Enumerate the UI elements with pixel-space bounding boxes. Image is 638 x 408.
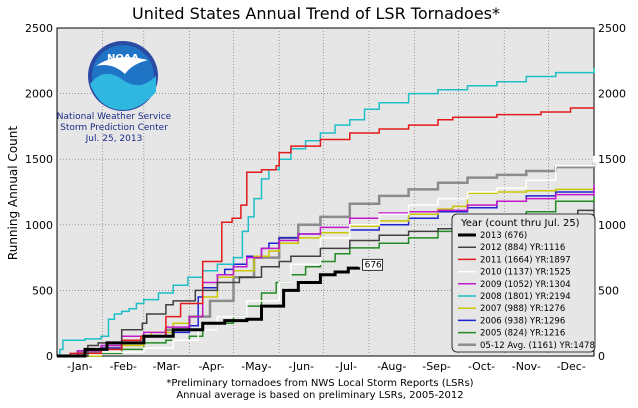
x-tick-label: -Apr- — [198, 360, 224, 373]
y-tick-label-left: 2000 — [25, 88, 53, 101]
series-line — [57, 184, 595, 357]
x-tick-label: -Feb- — [109, 360, 136, 373]
date-label: Jul. 25, 2013 — [85, 134, 143, 144]
series-line — [57, 155, 595, 357]
x-tick-label: -Nov- — [512, 360, 541, 373]
annotation-676: 676 — [362, 258, 384, 271]
legend-label: 2008 (1801) YR:2194 — [480, 292, 571, 302]
legend-box — [451, 213, 596, 353]
legend-label: 2012 (884) YR:1116 — [480, 243, 565, 253]
x-tick-label: -Jul- — [335, 360, 357, 373]
footnote-line1: *Preliminary tornadoes from NWS Local St… — [166, 378, 473, 389]
y-tick-label-right: 2000 — [598, 88, 626, 101]
legend-label: 05-12 Avg. (1161) YR:1478 — [480, 341, 595, 351]
y-tick-label-right: 500 — [598, 284, 619, 297]
y-axis-label: Running Annual Count — [6, 126, 20, 260]
noaa-logo: NOAA — [88, 41, 158, 111]
legend-label: 2007 (988) YR:1276 — [480, 304, 565, 314]
noaa-logo-gull — [96, 57, 148, 74]
spc-label: Storm Prediction Center — [60, 123, 168, 133]
x-tick-label: -Aug- — [377, 360, 406, 373]
legend: Year (count thru Jul. 25) 2013 (676) 2012… — [451, 213, 596, 353]
x-tick-label: -Dec- — [557, 360, 586, 373]
x-tick-label: -Mar- — [153, 360, 181, 373]
y-tick-label-right: 0 — [598, 350, 605, 363]
legend-label: 2010 (1137) YR:1525 — [480, 268, 571, 278]
annotation-text: 676 — [365, 260, 382, 270]
noaa-logo-text: NOAA — [107, 53, 139, 64]
y-tick-label-left: 1000 — [25, 219, 53, 232]
y-tick-label-right: 1000 — [598, 219, 626, 232]
y-tick-label-left: 1500 — [25, 153, 53, 166]
noaa-logo-wave — [90, 73, 156, 110]
x-tick-label: -Sep- — [422, 360, 451, 373]
y-tick-label-left: 500 — [32, 284, 53, 297]
x-tick-label: -Jan- — [67, 360, 93, 373]
y-tick-label-right: 2500 — [598, 22, 626, 35]
legend-label: 2005 (824) YR:1216 — [480, 329, 565, 339]
y-tick-label-left: 0 — [46, 350, 53, 363]
series-line — [57, 266, 361, 358]
annotation-box — [362, 258, 384, 271]
legend-label: 2013 (676) — [480, 231, 527, 241]
legend-title: Year (count thru Jul. 25) — [460, 218, 580, 229]
series-line — [57, 68, 595, 357]
legend-label: 2006 (938) YR:1296 — [480, 316, 565, 326]
legend-label: 2011 (1664) YR:1897 — [480, 255, 571, 265]
chart-title: United States Annual Trend of LSR Tornad… — [132, 4, 500, 23]
y-tick-label-left: 2500 — [25, 22, 53, 35]
x-tick-label: -Jun- — [288, 360, 314, 373]
legend-label: 2009 (1052) YR:1304 — [480, 280, 571, 290]
nws-label: National Weather Service — [57, 112, 172, 122]
x-tick-label: -Oct- — [468, 360, 495, 373]
y-tick-label-right: 1500 — [598, 153, 626, 166]
axis-ticks: 0 0 500 500 1000 1000 1500 1500 2000 2000 2500 2500… — [25, 22, 626, 373]
x-tick-label: -May- — [241, 360, 272, 373]
footnote-line2: Annual average is based on preliminary L… — [176, 390, 463, 401]
